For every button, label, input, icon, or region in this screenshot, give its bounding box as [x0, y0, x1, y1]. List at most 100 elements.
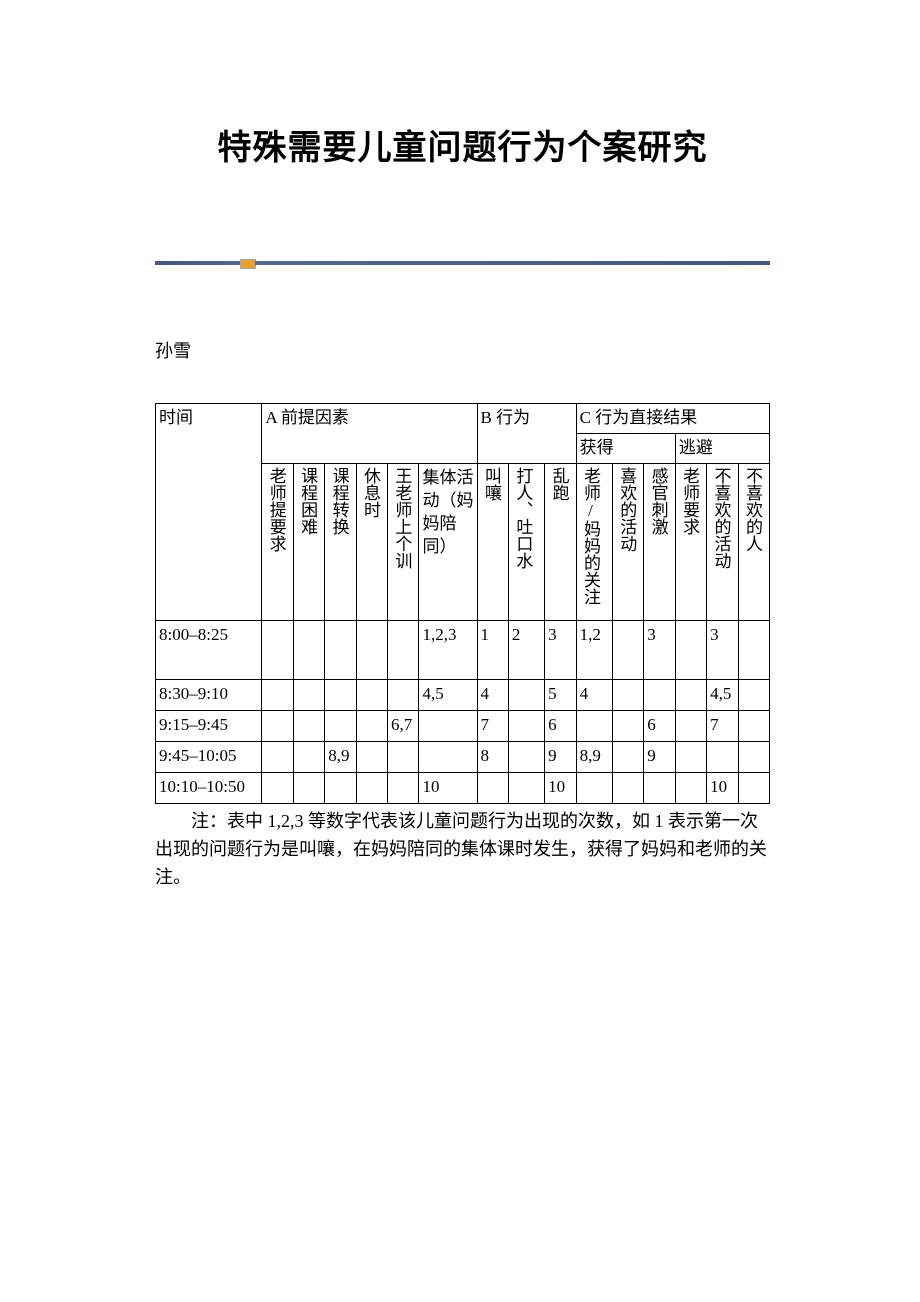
col-a3: 课程转换: [325, 463, 356, 620]
cell: [356, 741, 387, 772]
cell: [576, 772, 612, 803]
table-row: 8:30–9:10 4,5 4 5 4 4,5: [156, 679, 770, 710]
cell: 6: [545, 710, 576, 741]
cell: [477, 772, 508, 803]
cell: [262, 710, 293, 741]
cell: [508, 710, 544, 741]
cell: 7: [707, 710, 738, 741]
cell: [612, 772, 643, 803]
cell: 6,7: [388, 710, 419, 741]
cell-time: 8:00–8:25: [156, 620, 262, 679]
table-note: 注：表中 1,2,3 等数字代表该儿童问题行为出现的次数，如 1 表示第一次出现…: [155, 808, 770, 892]
cell: 7: [477, 710, 508, 741]
col-b3: 乱跑: [545, 463, 576, 620]
cell: [293, 772, 324, 803]
cell: [293, 679, 324, 710]
cell-time: 10:10–10:50: [156, 772, 262, 803]
cell: [644, 679, 675, 710]
cell: 3: [644, 620, 675, 679]
cell: [576, 710, 612, 741]
cell: [419, 710, 477, 741]
cell: [675, 772, 706, 803]
cell: 8,9: [576, 741, 612, 772]
cell: [325, 620, 356, 679]
cell: 5: [545, 679, 576, 710]
cell: [356, 679, 387, 710]
cell: [508, 679, 544, 710]
cell: [612, 710, 643, 741]
cell: [675, 620, 706, 679]
cell: [356, 620, 387, 679]
cell: [262, 741, 293, 772]
cell: [419, 741, 477, 772]
cell: 1,2,3: [419, 620, 477, 679]
cell: 1,2: [576, 620, 612, 679]
cell: 6: [644, 710, 675, 741]
col-c1: 老师/妈妈的关注: [576, 463, 612, 620]
col-a5: 王老师上个训: [388, 463, 419, 620]
abc-analysis-table: 时间 A 前提因素 B 行为 C 行为直接结果 获得 逃避 老师提要求 课程困难…: [155, 403, 770, 804]
col-c4: 老师要求: [675, 463, 706, 620]
cell: [738, 741, 769, 772]
cell: [738, 679, 769, 710]
cell: 10: [545, 772, 576, 803]
col-header-C: C 行为直接结果: [576, 404, 769, 434]
cell: 10: [419, 772, 477, 803]
cell: [612, 679, 643, 710]
page-title: 特殊需要儿童问题行为个案研究: [155, 120, 770, 169]
cell: [675, 679, 706, 710]
cell: [388, 772, 419, 803]
col-header-B: B 行为: [477, 404, 576, 464]
cell: [293, 620, 324, 679]
cell: [356, 772, 387, 803]
col-b2: 打人、吐口水: [508, 463, 544, 620]
cell: [707, 741, 738, 772]
cell: [738, 710, 769, 741]
cell: [612, 741, 643, 772]
cell-time: 9:45–10:05: [156, 741, 262, 772]
cell: [738, 620, 769, 679]
cell: [508, 741, 544, 772]
cell: [293, 741, 324, 772]
author-name: 孙雪: [155, 337, 770, 363]
cell: [675, 710, 706, 741]
cell: [388, 620, 419, 679]
cell: [388, 679, 419, 710]
cell: [612, 620, 643, 679]
col-c2: 喜欢的活动: [612, 463, 643, 620]
cell: 8,9: [325, 741, 356, 772]
cell: [356, 710, 387, 741]
cell: 3: [545, 620, 576, 679]
table-row: 8:00–8:25 1,2,3 1 2 3 1,2 3 3: [156, 620, 770, 679]
cell: [644, 772, 675, 803]
cell: 3: [707, 620, 738, 679]
cell: 10: [707, 772, 738, 803]
table-row: 9:15–9:45 6,7 7 6 6 7: [156, 710, 770, 741]
col-c3: 感官刺激: [644, 463, 675, 620]
table-row: 9:45–10:05 8,9 8 9 8,9 9: [156, 741, 770, 772]
section-divider: [155, 259, 770, 267]
cell-time: 9:15–9:45: [156, 710, 262, 741]
col-header-avoid: 逃避: [675, 433, 769, 463]
cell: [262, 679, 293, 710]
col-c6: 不喜欢的人: [738, 463, 769, 620]
cell: 2: [508, 620, 544, 679]
col-header-time: 时间: [156, 404, 262, 621]
cell: 9: [545, 741, 576, 772]
cell: 4: [477, 679, 508, 710]
cell: [325, 710, 356, 741]
table-row: 10:10–10:50 10 10 10: [156, 772, 770, 803]
cell-time: 8:30–9:10: [156, 679, 262, 710]
cell: 9: [644, 741, 675, 772]
cell: [262, 772, 293, 803]
cell: 1: [477, 620, 508, 679]
cell: [325, 679, 356, 710]
cell: [293, 710, 324, 741]
cell: [262, 620, 293, 679]
col-header-gain: 获得: [576, 433, 675, 463]
cell: 4,5: [419, 679, 477, 710]
cell: [388, 741, 419, 772]
cell: [738, 772, 769, 803]
col-c5: 不喜欢的活动: [707, 463, 738, 620]
col-a4: 休息时: [356, 463, 387, 620]
